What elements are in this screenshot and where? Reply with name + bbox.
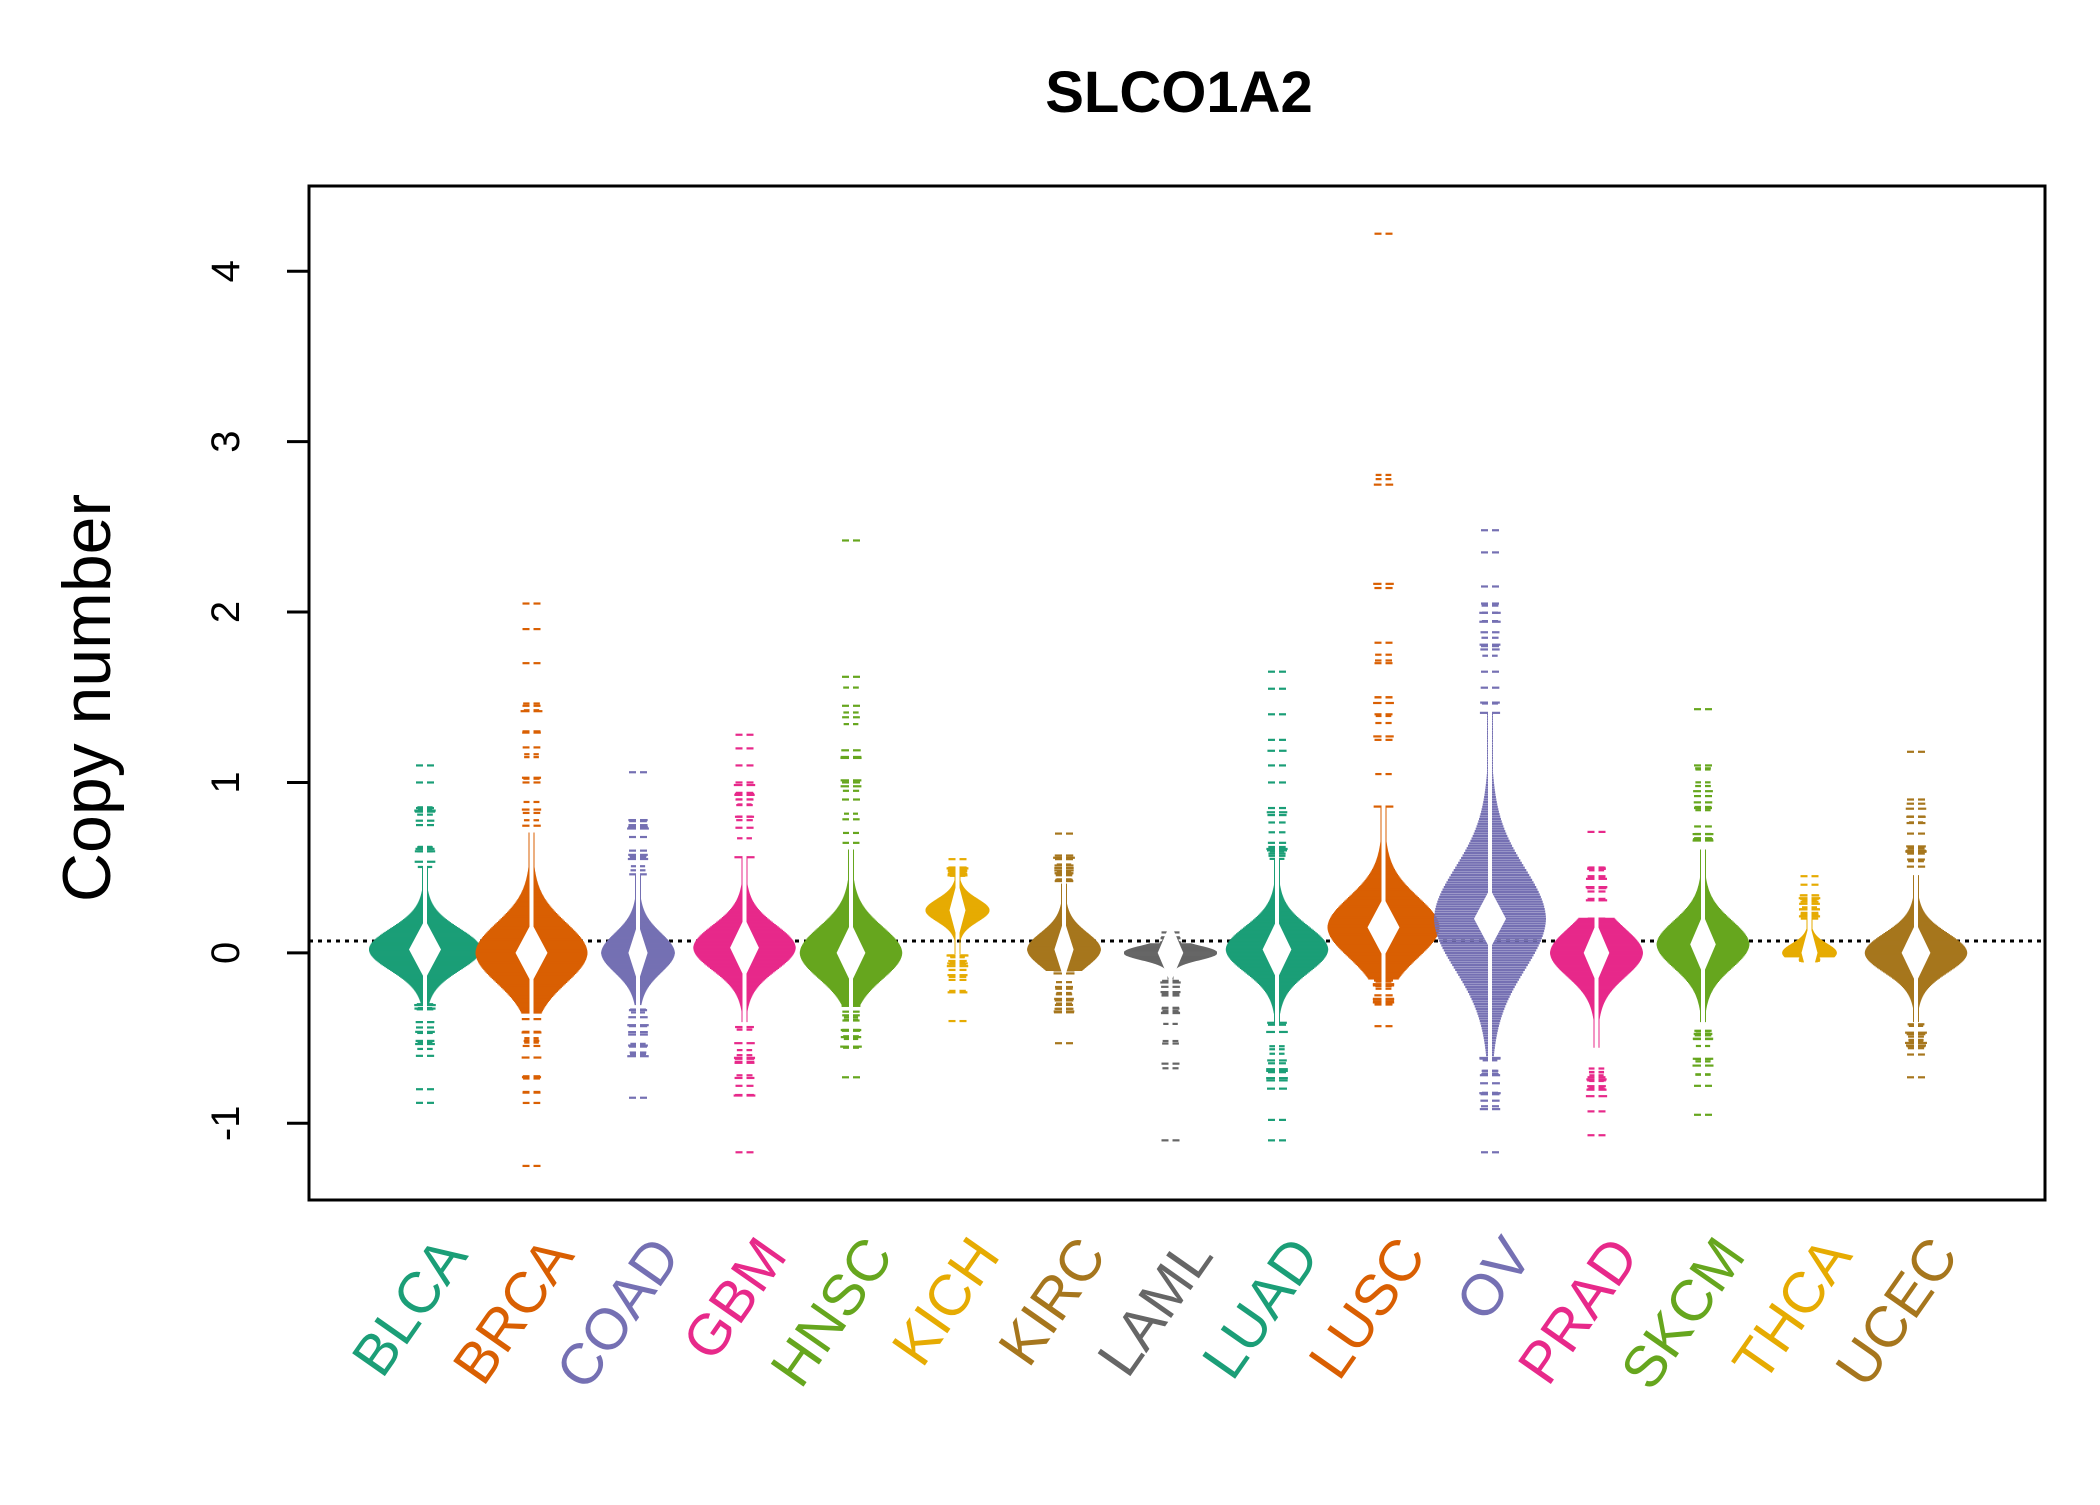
chart-title: SLCO1A2: [1045, 60, 1313, 125]
y-axis-label: Copy number: [49, 494, 125, 902]
